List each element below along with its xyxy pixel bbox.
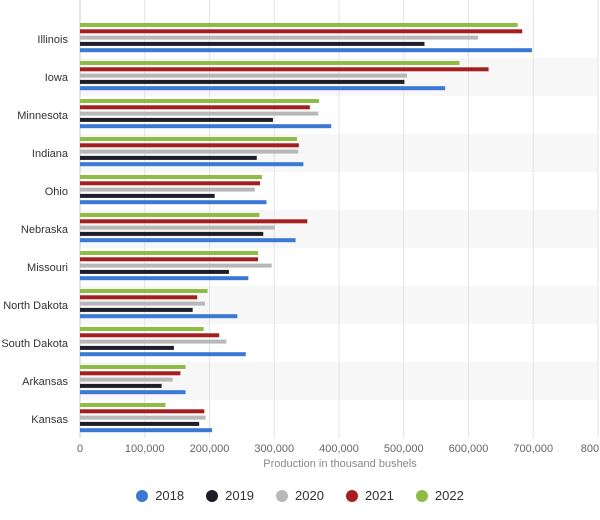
category-label: South Dakota — [1, 338, 69, 350]
bar — [80, 251, 259, 255]
legend-label: 2019 — [225, 488, 255, 503]
bar — [80, 269, 229, 274]
category-label: Missouri — [27, 262, 68, 274]
bar — [80, 314, 238, 319]
bar — [80, 219, 308, 224]
bar — [80, 415, 206, 420]
bar — [80, 187, 255, 192]
legend-item-2021[interactable]: 2021 — [345, 488, 394, 503]
bar — [80, 86, 446, 91]
bar — [80, 117, 273, 122]
bar — [80, 213, 260, 217]
bar — [80, 67, 489, 72]
bar — [80, 390, 186, 395]
bar — [80, 333, 220, 338]
category-label: Kansas — [31, 414, 68, 426]
bar — [80, 200, 267, 205]
x-tick-label: 700,000 — [513, 443, 553, 455]
legend-dot-icon — [136, 489, 149, 502]
bar — [80, 421, 200, 426]
legend-dot-icon — [415, 489, 428, 502]
bar — [80, 29, 523, 34]
bar — [80, 307, 193, 312]
legend-dot-icon — [345, 489, 358, 502]
bars — [80, 23, 532, 433]
legend-item-2020[interactable]: 2020 — [276, 488, 324, 503]
bar — [80, 41, 425, 46]
bar — [80, 295, 198, 300]
bar — [80, 111, 319, 116]
bar — [80, 193, 215, 198]
category-label: Arkansas — [22, 376, 68, 388]
legend-label: 2018 — [155, 488, 185, 503]
category-label: Minnesota — [17, 110, 69, 122]
legend: 2018 2019 2020 2021 2022 — [0, 488, 600, 503]
bar — [80, 371, 181, 376]
bar — [80, 48, 532, 53]
legend-dot-icon — [276, 489, 289, 502]
bar — [80, 377, 173, 382]
bar — [80, 155, 257, 160]
bar — [80, 409, 205, 414]
x-axis-ticks: 0 100,000 200,000 300,000 400,000 500,000 600,… — [77, 443, 600, 455]
bar — [80, 23, 518, 27]
bar — [80, 327, 204, 331]
bar — [80, 345, 174, 350]
bar — [80, 352, 246, 357]
legend-dot-icon — [206, 489, 219, 502]
x-tick-label: 300,000 — [254, 443, 294, 455]
bar — [80, 276, 249, 281]
legend-item-2019[interactable]: 2019 — [206, 488, 254, 503]
x-tick-label: 800,... — [581, 443, 600, 455]
bar — [80, 257, 259, 262]
bar — [80, 231, 264, 236]
category-label: Nebraska — [21, 224, 69, 236]
bar — [80, 149, 299, 154]
bar — [80, 301, 205, 306]
bar — [80, 175, 262, 179]
bar-chart: Illinois Iowa Minnesota Indiana Ohio Nebraska… — [1, 0, 600, 470]
gridlines — [79, 0, 599, 438]
bar — [80, 162, 304, 167]
category-label: Ohio — [45, 186, 68, 198]
bar — [80, 124, 332, 129]
legend-label: 2020 — [295, 488, 324, 503]
bar — [80, 365, 186, 369]
bar — [80, 383, 162, 388]
bar — [80, 263, 272, 268]
bar — [80, 61, 460, 65]
bar — [80, 238, 296, 243]
bar — [80, 289, 208, 293]
bar — [80, 99, 319, 103]
x-axis-title: Production in thousand bushels — [263, 458, 417, 470]
bar — [80, 105, 310, 110]
x-tick-label: 400,000 — [319, 443, 359, 455]
legend-label: 2021 — [364, 488, 394, 503]
x-tick-label: 500,000 — [384, 443, 424, 455]
category-label: Indiana — [32, 148, 69, 160]
bar — [80, 403, 166, 407]
bar — [80, 225, 275, 230]
bar — [80, 339, 227, 344]
bar — [80, 73, 407, 78]
category-label: North Dakota — [3, 300, 69, 312]
bar — [80, 181, 261, 186]
legend-item-2018[interactable]: 2018 — [136, 488, 184, 503]
bar — [80, 143, 299, 148]
bar — [80, 35, 479, 40]
bar — [80, 79, 405, 84]
category-label: Iowa — [45, 72, 69, 84]
legend-item-2022[interactable]: 2022 — [415, 488, 464, 503]
bar — [80, 428, 213, 433]
bar — [80, 137, 297, 141]
category-label: Illinois — [37, 34, 68, 46]
x-tick-label: 100,000 — [125, 443, 165, 455]
category-labels: Illinois Iowa Minnesota Indiana Ohio Nebraska… — [1, 34, 69, 426]
x-tick-label: 0 — [77, 443, 83, 455]
legend-label: 2022 — [434, 488, 464, 503]
x-tick-label: 600,000 — [449, 443, 489, 455]
x-tick-label: 200,000 — [190, 443, 230, 455]
